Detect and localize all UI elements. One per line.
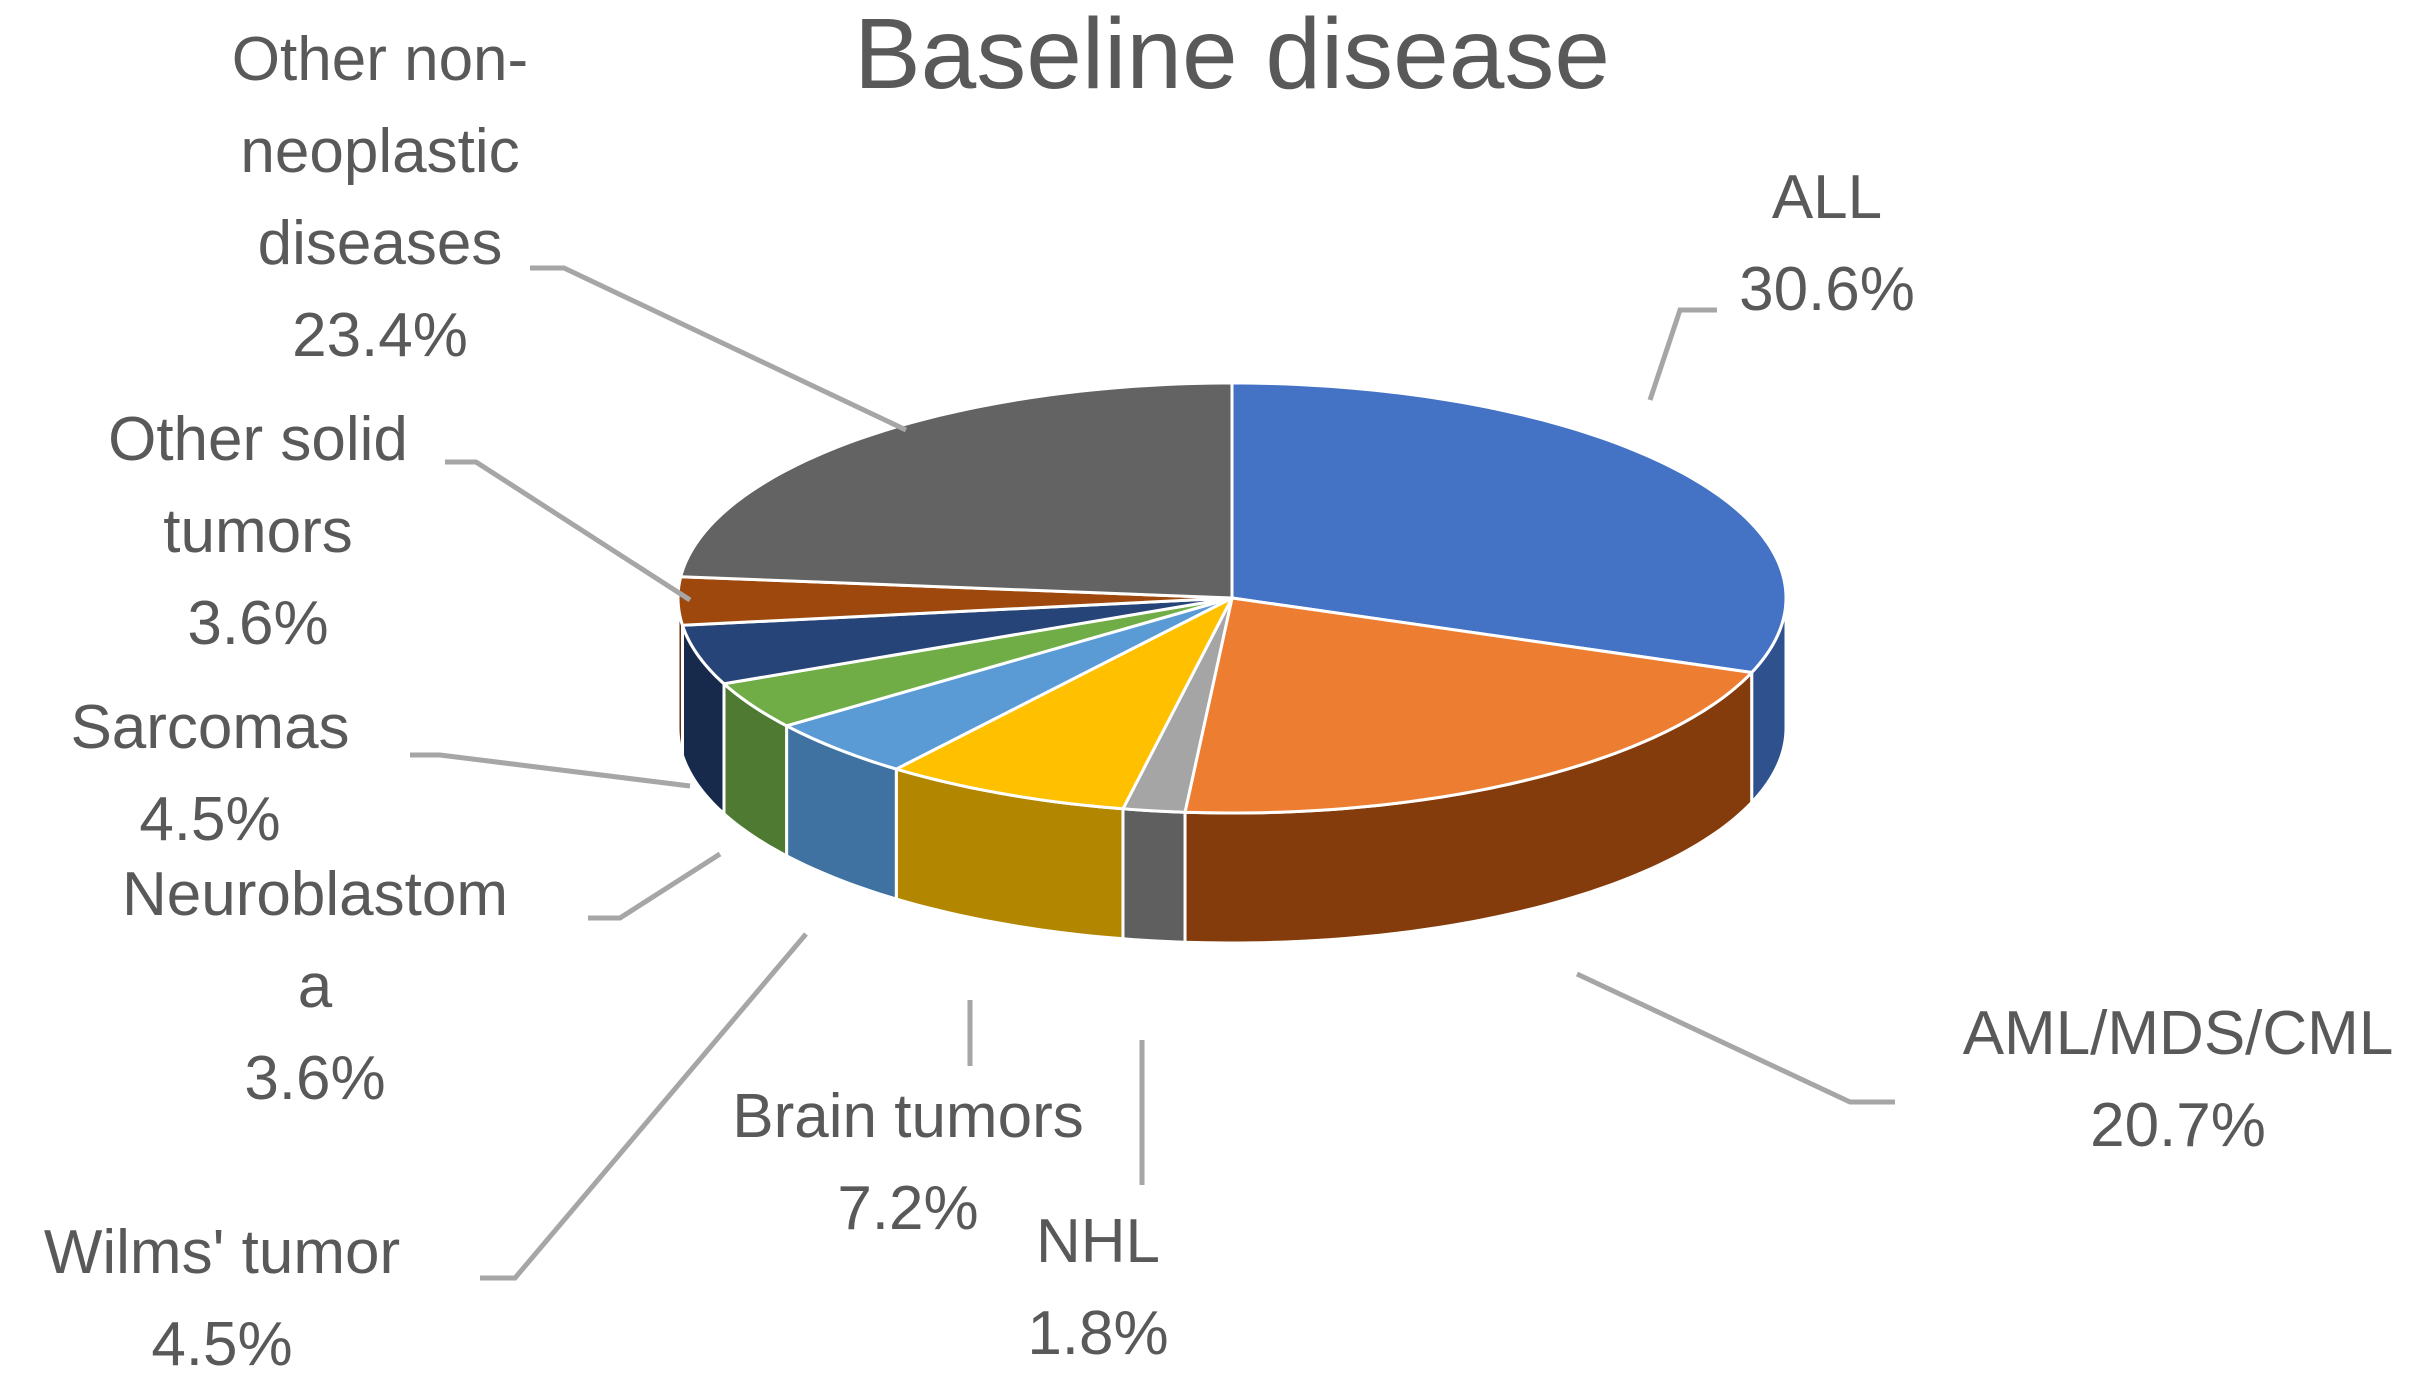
slice-label-2-line-0: NHL [1036, 1207, 1160, 1276]
slice-label-8-line-2: diseases [258, 209, 503, 278]
slice-label-7-line-0: Other solid [108, 405, 408, 474]
leader-line-1 [1575, 971, 1895, 1105]
slice-side-2 [1121, 807, 1187, 944]
slice-percent-1: 20.7% [2090, 1091, 2266, 1160]
slice-label-0-line-0: ALL [1772, 163, 1882, 232]
leader-line-8 [530, 265, 908, 433]
leader-line-0 [1647, 307, 1717, 401]
slice-percent-2: 1.8% [1027, 1299, 1168, 1368]
slice-label-7-line-1: tumors [163, 497, 352, 566]
slice-percent-0: 30.6% [1739, 255, 1915, 324]
slice-percent-6: 4.5% [139, 785, 280, 854]
slice-label-6-line-0: Sarcomas [70, 693, 349, 762]
slice-1 [1183, 596, 1754, 815]
leader-line-5 [588, 851, 722, 921]
slice-0 [1230, 381, 1788, 674]
slice-5 [722, 596, 1234, 728]
slice-label-5-line-0: Neuroblastom [122, 860, 508, 929]
pie-side-layer [676, 597, 1788, 945]
slice-label-8-line-1: neoplastic [240, 117, 519, 186]
slice-label-8-line-0: Other non- [232, 25, 528, 94]
leader-line-7 [445, 459, 692, 603]
leader-line-4 [480, 932, 808, 1281]
slice-label-1-line-0: AML/MDS/CML [1963, 999, 2394, 1068]
slice-percent-8: 23.4% [292, 301, 468, 370]
slice-percent-4: 4.5% [151, 1310, 292, 1378]
leader-lines [410, 265, 1895, 1281]
slice-8 [679, 381, 1234, 600]
slice-label-3-line-0: Brain tumors [732, 1082, 1083, 1151]
slice-4 [785, 596, 1234, 771]
slice-3 [894, 596, 1234, 811]
pie-top-layer [676, 381, 1788, 815]
slice-percent-3: 7.2% [837, 1174, 978, 1243]
slice-7 [676, 575, 1234, 627]
leader-line-6 [410, 752, 691, 789]
slice-label-5-line-1: a [298, 952, 333, 1021]
slice-percent-7: 3.6% [187, 589, 328, 658]
chart-title: Baseline disease [854, 0, 1610, 110]
slice-label-4-line-0: Wilms' tumor [44, 1218, 400, 1287]
slice-percent-5: 3.6% [244, 1044, 385, 1113]
data-labels: ALL 30.6% AML/MDS/CML 20.7% NHL 1.8% Brain tum… [44, 25, 2393, 1378]
